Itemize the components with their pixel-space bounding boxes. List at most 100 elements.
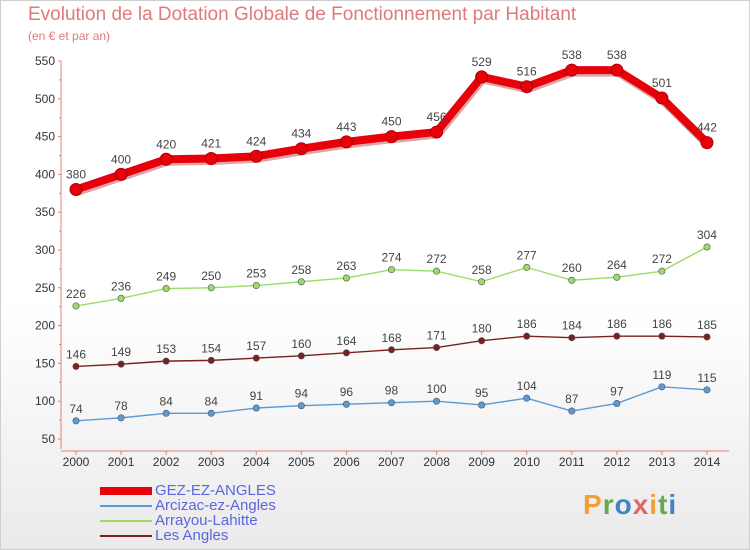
data-point [613,399,621,407]
data-label: 94 [295,387,309,401]
proxiti-logo: Proxiti [583,489,677,521]
x-tick-label: 2002 [153,455,180,469]
legend-swatch [100,487,152,495]
data-label: 400 [111,152,131,166]
legend-label: Arrayou-Lahitte [155,512,258,529]
data-label: 529 [472,55,492,69]
y-tick-label: 500 [35,92,55,106]
data-point [69,183,83,197]
data-label: 154 [201,341,221,355]
data-point [613,332,621,340]
x-tick-label: 2011 [559,455,585,469]
data-label: 250 [201,269,221,283]
logo-letter: i [668,489,678,520]
line-chart: 550 500 450 400 350 300 250 200 150 100 50 2000 2001… [35,48,729,469]
data-point [207,356,215,364]
data-label: 87 [565,392,579,406]
data-label: 424 [246,134,266,148]
data-label: 253 [246,267,266,281]
data-point [387,266,395,274]
data-point [658,332,666,340]
data-label: 272 [427,252,447,266]
data-point [433,267,441,275]
y-tick-label: 250 [35,281,55,295]
data-point [162,409,170,417]
data-label: 380 [66,168,86,182]
data-point [342,349,350,357]
legend-swatch [100,535,152,537]
data-point [478,401,486,409]
data-point [523,332,531,340]
data-point [162,357,170,365]
y-tick-label: 100 [35,394,55,408]
data-label: 277 [517,248,537,262]
series-line [74,66,710,194]
data-label: 516 [517,65,537,79]
data-point [117,414,125,422]
data-point [655,91,669,105]
data-label: 434 [291,127,311,141]
legend-label: GEZ-EZ-ANGLES [155,482,276,499]
data-point [342,274,350,282]
data-label: 258 [472,263,492,277]
data-label: 157 [246,339,266,353]
x-tick-label: 2012 [603,455,630,469]
y-tick-label: 450 [35,130,55,144]
x-tick-label: 2003 [198,455,225,469]
data-point [342,400,350,408]
data-point [478,337,486,345]
data-point [523,394,531,402]
data-point [207,409,215,417]
data-point [703,243,711,251]
chart-subtitle: (en € et par an) [28,29,111,43]
data-point [204,152,218,166]
legend-label: Les Angles [155,527,229,544]
data-label: 171 [427,329,447,343]
data-point [252,354,260,362]
data-point [117,360,125,368]
data-label: 153 [156,342,176,356]
data-point [72,417,80,425]
x-tick-label: 2007 [378,455,405,469]
data-label: 97 [610,384,624,398]
data-label: 95 [475,386,489,400]
data-label: 98 [385,384,399,398]
x-tick-label: 2006 [333,455,360,469]
data-label: 104 [517,379,537,393]
data-label: 420 [156,137,176,151]
data-point [294,142,308,156]
data-point [297,402,305,410]
legend-swatch [100,505,152,507]
x-tick-label: 2009 [468,455,495,469]
data-point [433,344,441,352]
logo-letter: r [602,489,615,520]
data-point [658,267,666,275]
data-label: 501 [652,76,672,90]
y-tick-label: 550 [35,54,55,68]
data-label: 146 [66,347,86,361]
x-tick-label: 2014 [694,455,721,469]
data-label: 100 [427,382,447,396]
data-point [162,285,170,293]
data-point [249,149,263,163]
data-point [433,397,441,405]
data-point [613,273,621,281]
y-tick-label: 150 [35,356,55,370]
chart-title: Evolution de la Dotation Globale de Fonc… [28,4,577,25]
legend-label: Arcizac-ez-Angles [155,497,276,514]
data-point [520,80,534,94]
data-point [568,334,576,342]
data-label: 258 [291,263,311,277]
legend-swatch [100,520,152,522]
y-tick-label: 200 [35,319,55,333]
data-label: 443 [336,120,356,134]
data-label: 450 [381,115,401,129]
data-label: 456 [427,110,447,124]
data-label: 91 [250,389,264,403]
data-point [252,282,260,290]
data-label: 180 [472,322,492,336]
data-point [297,352,305,360]
data-label: 84 [159,394,173,408]
data-point [297,278,305,286]
data-label: 538 [562,48,582,62]
